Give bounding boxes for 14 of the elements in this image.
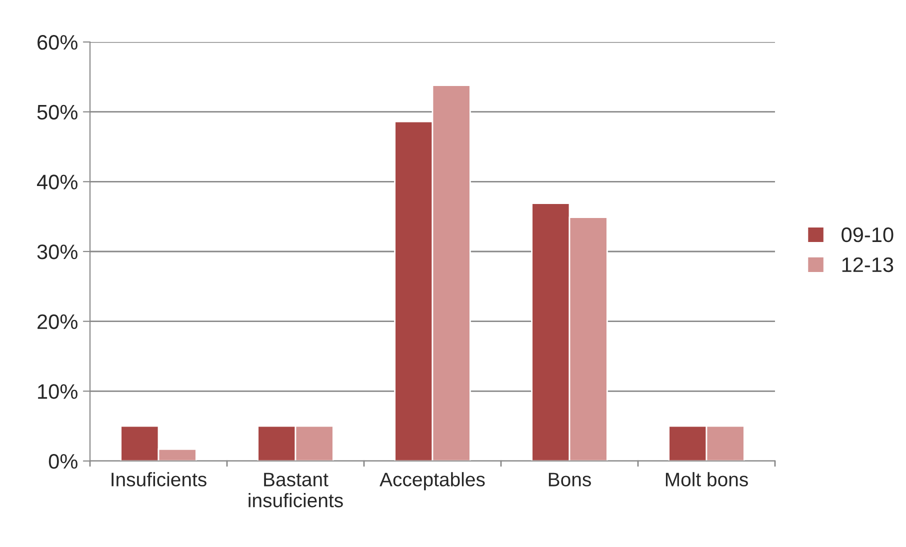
y-tick-label: 10%: [38, 384, 78, 399]
x-tick-label: Acceptables: [380, 472, 485, 490]
legend-label: 09-10: [842, 227, 894, 242]
x-tick-label: Insuficients: [112, 472, 206, 486]
legend-label: 12-13: [842, 257, 894, 272]
x-tick-label: Bons: [548, 472, 591, 486]
y-tick-label: 30%: [37, 244, 78, 260]
y-tick-label: 20%: [38, 314, 78, 330]
x-tick-label: Molt bons: [666, 472, 748, 486]
y-tick-label: 50%: [37, 104, 78, 120]
y-tick-label: 60%: [38, 35, 78, 50]
y-tick-label: 40%: [36, 174, 78, 190]
y-tick-label: 0%: [48, 454, 78, 469]
x-tick-label: Bastant insuficients: [248, 472, 343, 508]
